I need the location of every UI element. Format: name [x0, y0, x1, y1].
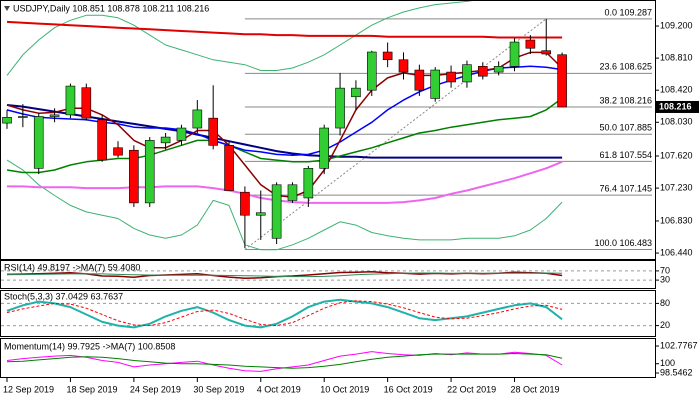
- candle-body: [477, 66, 488, 77]
- candle-body: [144, 140, 155, 204]
- candle-body: [557, 54, 567, 108]
- candle-body: [192, 109, 203, 129]
- candle-body: [33, 116, 44, 169]
- candle-body: [319, 127, 330, 169]
- candle-body: [287, 184, 298, 201]
- indicator-line: [6, 298, 563, 329]
- x-tick-label: 16 Oct 2019: [384, 384, 433, 394]
- indicator-line: [6, 159, 563, 251]
- y-tick-label: 20: [660, 320, 670, 330]
- price-label: 108.216: [659, 101, 692, 111]
- indicator-line: [6, 20, 563, 39]
- main-plot: 0.0 109.287 23.6 108.625 38.2 108.216 50.0 …: [2, 1, 652, 251]
- candle-body: [493, 66, 504, 73]
- candle-body: [398, 59, 409, 73]
- y-tick-label: 107.230: [660, 182, 693, 192]
- momentum-panel-frame: [0, 338, 656, 378]
- y-tick-label: 106.830: [660, 215, 693, 225]
- y-tick-label: 107.620: [660, 150, 693, 160]
- candle-body: [65, 85, 76, 116]
- fib-level-label: 38.2 108.216: [599, 95, 652, 105]
- candle-body: [462, 64, 472, 83]
- y-tick-label: 108.030: [660, 117, 693, 127]
- x-tick-label: 4 Oct 2019: [257, 384, 301, 394]
- x-tick-label: 12 Sep 2019: [3, 384, 54, 394]
- fib-level-label: 23.6 108.625: [599, 62, 652, 72]
- indicator-line: [6, 353, 563, 369]
- candle-body: [81, 87, 92, 119]
- indicator-line: [6, 104, 563, 159]
- candle-body: [335, 87, 345, 129]
- rsi-panel-frame: [0, 260, 656, 289]
- candle-body: [129, 149, 139, 204]
- x-tick-label: 30 Sep 2019: [193, 384, 244, 394]
- candle-body: [271, 184, 282, 239]
- candle-body: [525, 39, 536, 49]
- y-tick-label: 70: [660, 265, 670, 275]
- x-tick-label: 24 Sep 2019: [130, 384, 181, 394]
- indicator-line: [7, 160, 563, 204]
- candle-body: [97, 119, 107, 161]
- panel-label: Momentum(14) 99.7925 ->MA(7) 100.8508: [4, 341, 175, 351]
- fib-level-label: 61.8 107.554: [599, 150, 652, 160]
- panel-label: RSI(14) 49.8197 ->MA(7) 59.4080: [4, 262, 140, 272]
- y-tick-label: 108.810: [660, 52, 693, 62]
- candle-body: [240, 191, 250, 216]
- x-tick-label: 18 Sep 2019: [66, 384, 117, 394]
- candle-body: [366, 51, 377, 91]
- candle-body: [414, 69, 425, 91]
- y-tick-label: 106.440: [660, 247, 693, 257]
- y-tick-label: 100: [660, 358, 675, 368]
- candle-body: [303, 168, 314, 199]
- chart-title: USDJPY,Daily 108.851 108.878 108.211 108…: [13, 3, 209, 13]
- candle-body: [2, 117, 12, 124]
- candle-body: [49, 114, 60, 117]
- candle-body: [18, 116, 28, 118]
- candle-body: [446, 71, 456, 83]
- y-tick-label: 98.5462: [660, 367, 693, 377]
- indicator-line: [7, 272, 563, 278]
- y-tick-label: 108.420: [660, 85, 693, 95]
- indicator-line: [6, 1, 473, 76]
- candle-body: [255, 212, 266, 216]
- x-tick-label: 10 Oct 2019: [320, 384, 369, 394]
- indicator-line: [6, 300, 563, 327]
- stoch-panel-frame: [0, 290, 656, 337]
- y-tick-label: 30: [660, 274, 670, 284]
- x-tick-label: 28 Oct 2019: [511, 384, 560, 394]
- candle-body: [208, 117, 218, 146]
- fib-level-label: 0.0 109.287: [604, 7, 652, 17]
- candle-body: [224, 145, 234, 191]
- y-tick-label: 109.200: [660, 20, 693, 30]
- price-label-box: [655, 100, 699, 113]
- candle-body: [541, 50, 552, 55]
- y-tick-label: 80: [660, 298, 670, 308]
- candle-body: [430, 69, 441, 99]
- candle-body: [351, 87, 361, 98]
- fib-level-label: 76.4 107.145: [599, 183, 652, 193]
- main-panel-frame: [0, 0, 656, 260]
- candle-body: [509, 41, 520, 67]
- panel-label: Stoch(5,3,3) 37.0429 63.7637: [4, 291, 123, 301]
- fib-level-label: 50.0 107.885: [599, 123, 652, 133]
- candle-body: [160, 136, 171, 144]
- symbol-icon: [4, 6, 10, 11]
- candle-body: [176, 127, 187, 141]
- candle-body: [382, 51, 393, 61]
- y-tick-label: 102.7767: [660, 340, 698, 350]
- candle-body: [113, 147, 123, 156]
- x-tick-label: 22 Oct 2019: [447, 384, 496, 394]
- fib-level-label: 100.0 106.483: [594, 238, 652, 248]
